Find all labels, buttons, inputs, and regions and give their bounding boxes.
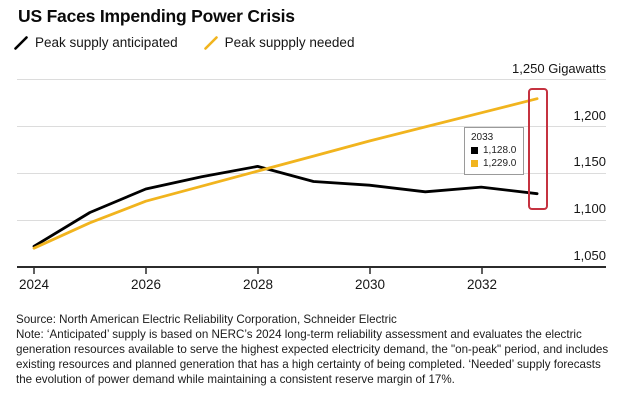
x-tick-label-2028: 2028 xyxy=(242,277,274,292)
legend-item-anticipated[interactable]: Peak supply anticipated xyxy=(14,35,178,50)
tooltip: 2033 1,128.0 1,229.0 xyxy=(464,127,525,175)
series-color-chip xyxy=(471,160,478,167)
chart-legend: Peak supply anticipated Peak suppply nee… xyxy=(14,35,354,50)
legend-slash-yellow xyxy=(203,35,218,50)
x-tick-label-2024: 2024 xyxy=(18,277,50,292)
y-tick-label-1250: 1,250 Gigawatts xyxy=(512,61,606,76)
legend-label-needed: Peak suppply needed xyxy=(224,35,355,50)
line-swatch-icon xyxy=(203,35,218,50)
y-tick-label-1150: 1,150 xyxy=(573,154,606,169)
tooltip-year: 2033 xyxy=(471,132,494,143)
note-text: Note: ‘Anticipated’ supply is based on N… xyxy=(16,328,609,386)
tooltip-row-anticipated: 1,128.0 xyxy=(471,144,516,157)
x-axis-ticks xyxy=(33,268,483,274)
series-color-chip xyxy=(471,147,478,154)
page-title: US Faces Impending Power Crisis xyxy=(18,6,295,26)
x-tick-label-2026: 2026 xyxy=(130,277,162,292)
tooltip-value-needed: 1,229.0 xyxy=(483,158,517,169)
x-tick-label-2030: 2030 xyxy=(354,277,386,292)
highlight-box xyxy=(528,88,548,210)
x-tick-label-2032: 2032 xyxy=(466,277,498,292)
y-tick-label-1200: 1,200 xyxy=(573,108,606,123)
y-tick-label-1050: 1,050 xyxy=(573,248,606,263)
y-tick-label-1100: 1,100 xyxy=(573,201,606,216)
legend-item-needed[interactable]: Peak suppply needed xyxy=(203,35,355,50)
series-line-needed[interactable] xyxy=(32,97,539,250)
source-text: Source: North American Electric Reliabil… xyxy=(16,313,397,326)
series-line-anticipated[interactable] xyxy=(32,164,539,248)
tooltip-row-needed: 1,229.0 xyxy=(471,157,516,170)
legend-label-anticipated: Peak supply anticipated xyxy=(35,35,178,50)
line-swatch-icon xyxy=(14,35,28,50)
legend-slash-black xyxy=(14,35,28,50)
footer: Source: North American Electric Reliabil… xyxy=(16,312,612,387)
tooltip-value-anticipated: 1,128.0 xyxy=(483,145,517,156)
